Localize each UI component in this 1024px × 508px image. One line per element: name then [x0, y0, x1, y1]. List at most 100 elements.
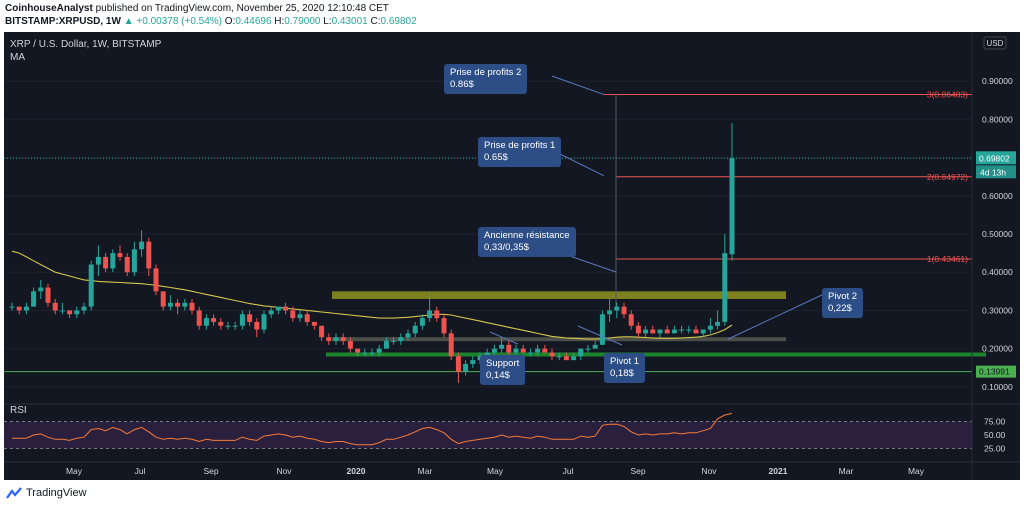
candle-body: [722, 253, 728, 322]
time-tick-label: 2020: [347, 466, 366, 476]
time-tick-label: May: [66, 466, 83, 476]
candle-body: [542, 348, 548, 353]
candle-body: [592, 344, 598, 349]
time-tick-label: May: [908, 466, 925, 476]
price-tick-label: 0.60000: [982, 191, 1013, 201]
open-label: O:: [224, 16, 236, 27]
candle-body: [95, 256, 101, 265]
candle-body: [455, 356, 461, 372]
price-tick-label: 0.10000: [982, 382, 1013, 392]
annotation-text: Pivot 1: [610, 356, 640, 367]
legend-ma: MA: [10, 52, 25, 63]
price-chart-svg[interactable]: 3(0.86483) 2(0.64972) 1(0.43461) 75.00 50.0…: [4, 32, 1020, 480]
candle-body: [124, 256, 130, 273]
candle-body: [196, 310, 202, 326]
candle-body: [700, 329, 706, 334]
annotation-connector: [577, 325, 623, 346]
annotation-old-resistance: Ancienne résistance 0,33/0,35$: [478, 227, 576, 257]
candle-body: [513, 348, 519, 353]
time-tick-label: 2021: [769, 466, 788, 476]
annotation-connector: [555, 151, 605, 177]
candle-body: [686, 329, 692, 331]
resistance-zone: [332, 291, 786, 299]
brand-name: TradingView: [26, 487, 87, 499]
close-label: C:: [370, 16, 381, 27]
legend-title: XRP / U.S. Dollar, 1W, BITSTAMP: [10, 39, 162, 50]
fib-level-label: 1(0.43461): [927, 254, 968, 264]
candle-body: [463, 363, 469, 372]
candle-body: [715, 321, 721, 326]
candle-body: [448, 333, 454, 357]
candle-body: [563, 356, 569, 361]
candle-body: [81, 306, 87, 311]
candle-body: [391, 341, 397, 343]
candle-body: [160, 291, 166, 307]
annotation-text: Pivot 2: [828, 291, 858, 302]
candle-body: [362, 352, 368, 354]
tradingview-footer[interactable]: TradingView: [6, 487, 87, 499]
candle-body: [578, 348, 584, 357]
low-value: 0.43001: [331, 16, 368, 27]
countdown-value: 4d 13h: [980, 167, 1006, 177]
annotation-take-profit-2: Prise de profits 2 0.86$: [444, 64, 528, 94]
candle-body: [103, 256, 109, 269]
candle-body: [650, 329, 656, 334]
candle-body: [527, 352, 533, 354]
price-tick-label: 0.80000: [982, 114, 1013, 124]
author-name[interactable]: CoinhouseAnalyst: [5, 3, 93, 14]
candle-body: [599, 314, 605, 345]
candle-body: [52, 302, 58, 311]
publish-info: published on TradingView.com, November 2…: [95, 3, 389, 14]
time-tick-label: Nov: [276, 466, 292, 476]
candle-body: [491, 348, 497, 353]
annotation-connector: [563, 253, 617, 273]
candle-body: [434, 310, 440, 319]
time-tick-label: May: [487, 466, 504, 476]
candle-body: [225, 325, 231, 327]
candle-body: [45, 287, 51, 303]
candle-body: [189, 302, 195, 311]
annotation-text: Ancienne résistance: [484, 230, 570, 241]
candle-body: [657, 329, 663, 334]
currency-label: USD: [987, 39, 1004, 48]
candle-body: [297, 314, 303, 319]
annotation-value: 0,33/0,35$: [484, 242, 529, 253]
candle-body: [261, 314, 267, 330]
candle-body: [254, 321, 260, 330]
candle-body: [628, 314, 634, 326]
candle-body: [211, 318, 217, 322]
annotation-value: 0.86$: [450, 79, 474, 90]
annotation-support: Support 0,14$: [480, 355, 526, 385]
annotation-value: 0,22$: [828, 303, 852, 314]
candle-body: [535, 348, 541, 353]
price-tick-label: 0.90000: [982, 76, 1013, 86]
candle-body: [268, 310, 274, 315]
pivot-2-zone: [332, 337, 786, 342]
annotation-connector: [727, 293, 825, 340]
candle-body: [679, 329, 685, 331]
candle-body: [347, 341, 353, 349]
annotation-value: 0,14$: [486, 370, 510, 381]
annotation-pivot-2: Pivot 2 0,22$: [822, 288, 864, 318]
candle-body: [153, 268, 159, 292]
time-tick-label: Nov: [701, 466, 717, 476]
candle-body: [484, 352, 490, 357]
candle-body: [499, 344, 505, 349]
candle-body: [671, 329, 677, 334]
candle-body: [232, 325, 238, 327]
candle-body: [326, 337, 332, 342]
annotation-pivot-1: Pivot 1 0,18$: [604, 353, 646, 383]
candles: [9, 123, 735, 384]
tradingview-logo-icon: [6, 487, 22, 499]
candle-body: [398, 337, 404, 342]
close-value: 0.69802: [380, 16, 417, 27]
candle-body: [304, 314, 310, 322]
chart-area[interactable]: 3(0.86483) 2(0.64972) 1(0.43461) 75.00 50.0…: [4, 32, 1020, 480]
candle-body: [549, 352, 555, 357]
fib-level-label: 2(0.64972): [927, 172, 968, 182]
candle-body: [175, 302, 181, 307]
candle-body: [23, 306, 29, 311]
candle-body: [614, 306, 620, 311]
price-change: ▲ +0.00378 (+0.54%): [123, 16, 223, 27]
